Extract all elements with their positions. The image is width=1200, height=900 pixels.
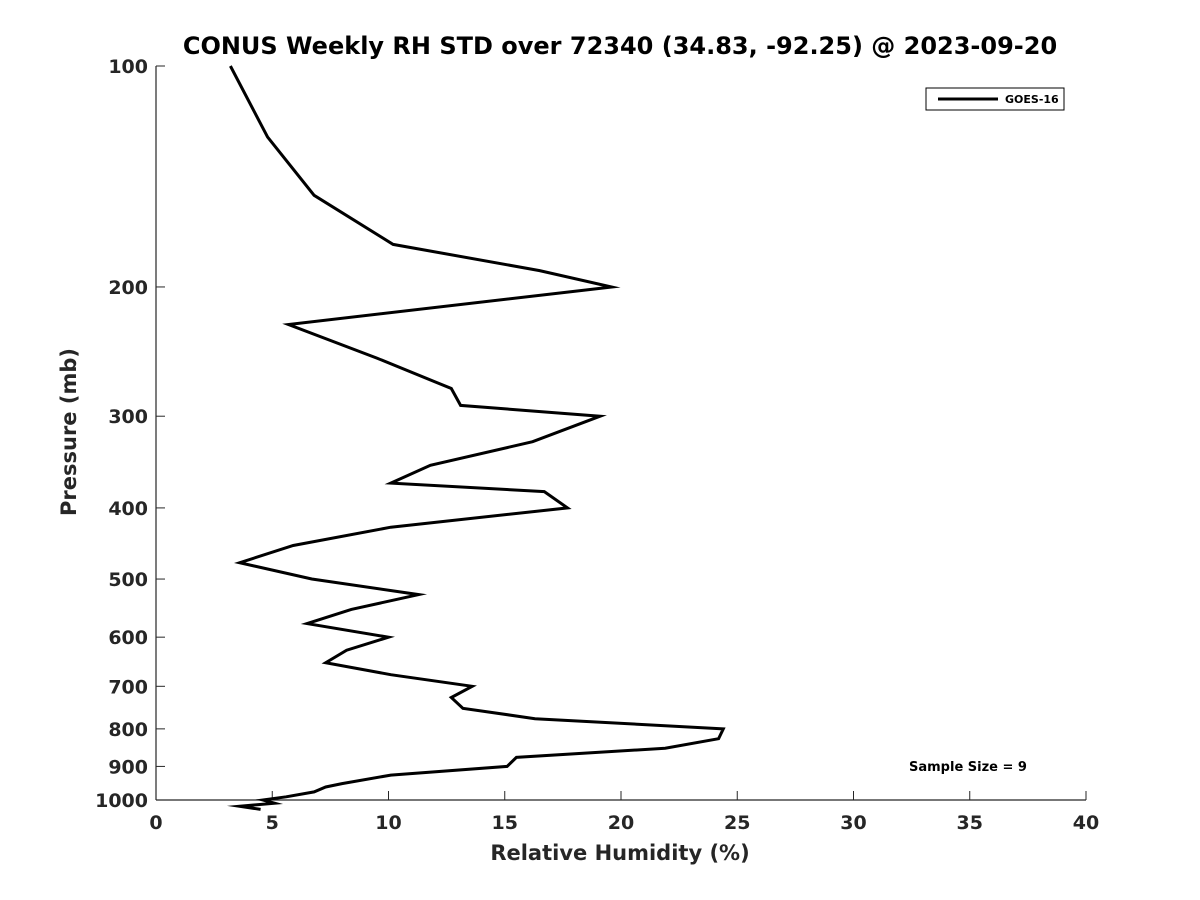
x-tick-label: 35 [957, 812, 983, 834]
x-tick-label: 25 [724, 812, 750, 834]
sample-size-annotation: Sample Size = 9 [909, 760, 1027, 775]
y-tick-label: 800 [108, 719, 148, 741]
chart-title: CONUS Weekly RH STD over 72340 (34.83, -… [183, 32, 1057, 60]
x-tick-label: 0 [149, 812, 162, 834]
y-tick-label: 100 [108, 56, 148, 78]
x-tick-label: 5 [266, 812, 279, 834]
y-tick-label: 300 [108, 406, 148, 428]
x-tick-label: 40 [1073, 812, 1099, 834]
y-tick-label: 500 [108, 569, 148, 591]
y-axis-label: Pressure (mb) [57, 348, 81, 516]
x-axis-ticks: 0 5 10 15 20 25 30 35 40 [149, 791, 1099, 834]
x-axis-label: Relative Humidity (%) [490, 841, 749, 865]
y-tick-label: 1000 [95, 790, 148, 812]
y-tick-label: 600 [108, 627, 148, 649]
series-layer [226, 65, 726, 811]
series-line-goes-16 [226, 65, 726, 811]
x-tick-label: 20 [608, 812, 634, 834]
x-tick-label: 10 [375, 812, 401, 834]
x-tick-label: 30 [840, 812, 866, 834]
y-tick-label: 200 [108, 277, 148, 299]
x-tick-label: 15 [492, 812, 518, 834]
y-tick-label: 700 [108, 676, 148, 698]
legend-entry-goes-16: GOES-16 [1005, 93, 1059, 106]
axes [155, 66, 1086, 801]
y-tick-label: 400 [108, 498, 148, 520]
y-tick-label: 900 [108, 756, 148, 778]
legend: GOES-16 [925, 87, 1065, 111]
y-axis-ticks: 100 200 300 400 500 600 700 800 900 1000 [95, 56, 165, 812]
